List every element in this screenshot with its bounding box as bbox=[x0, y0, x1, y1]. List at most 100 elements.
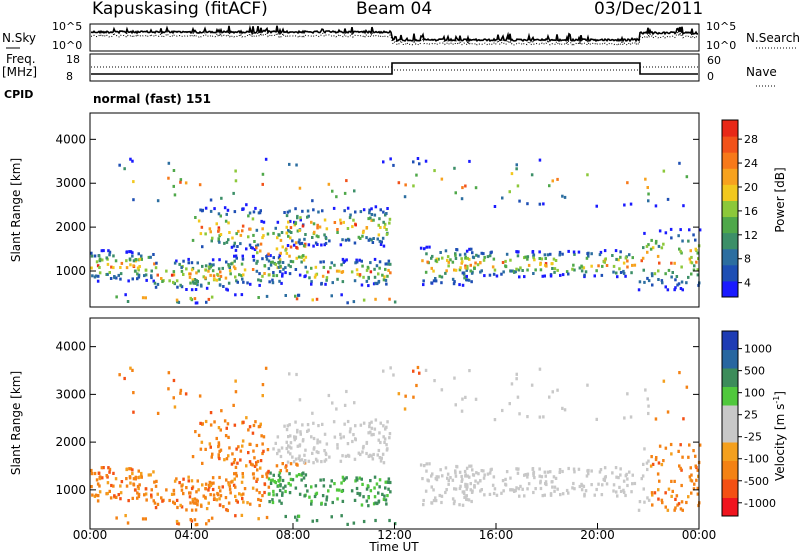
velocity-cell bbox=[532, 473, 535, 477]
power-cell bbox=[367, 276, 370, 280]
velocity-cell bbox=[173, 405, 177, 409]
power-cell bbox=[662, 242, 665, 246]
velocity-cell bbox=[190, 486, 194, 491]
power-cell bbox=[345, 179, 348, 183]
velocity-cell bbox=[335, 488, 339, 492]
velocity-cell bbox=[234, 514, 237, 518]
velocity-cell bbox=[640, 477, 643, 481]
velocity-cell bbox=[696, 486, 699, 490]
power-cell bbox=[267, 259, 271, 263]
power-cell bbox=[259, 279, 263, 283]
velocity-cell bbox=[593, 493, 596, 497]
power-cell bbox=[284, 266, 287, 270]
velocity-cell bbox=[110, 483, 113, 488]
power-cell bbox=[180, 285, 184, 289]
power-cell bbox=[464, 255, 467, 259]
power-cell bbox=[674, 286, 677, 290]
velocity-cell bbox=[279, 483, 282, 487]
power-cell bbox=[201, 208, 204, 212]
velocity-cell bbox=[670, 479, 673, 483]
velocity-cell bbox=[647, 404, 650, 408]
power-cell bbox=[353, 279, 357, 283]
power-cell bbox=[115, 295, 118, 299]
power-cell bbox=[515, 163, 518, 167]
power-cell bbox=[561, 273, 565, 277]
velocity-cell bbox=[388, 436, 391, 440]
colorbar-frame bbox=[721, 119, 739, 298]
velocity-cell bbox=[331, 401, 334, 405]
velocity-cell bbox=[422, 503, 425, 507]
velocity-cell bbox=[388, 518, 391, 523]
velocity-cell bbox=[365, 499, 369, 503]
power-cell bbox=[126, 300, 130, 303]
power-cell bbox=[638, 280, 642, 284]
power-cell bbox=[207, 265, 211, 269]
power-cell bbox=[690, 261, 694, 265]
velocity-cell bbox=[619, 467, 622, 471]
power-cell bbox=[422, 283, 425, 287]
power-cell bbox=[231, 236, 234, 240]
velocity-cell bbox=[298, 458, 302, 462]
power-cell bbox=[234, 169, 237, 173]
velocity-cell bbox=[140, 471, 143, 476]
power-cell bbox=[548, 184, 551, 188]
velocity-cell bbox=[298, 398, 302, 402]
power-cell bbox=[134, 258, 137, 261]
power-cell bbox=[354, 261, 357, 265]
velocity-cell bbox=[381, 492, 384, 496]
velocity-cell bbox=[382, 461, 386, 465]
power-cell bbox=[355, 268, 359, 272]
power-cell bbox=[230, 245, 234, 249]
power-cell bbox=[272, 256, 275, 260]
velocity-cell bbox=[270, 479, 273, 483]
power-cell bbox=[100, 249, 104, 253]
power-cell bbox=[473, 266, 476, 270]
power-cell bbox=[131, 277, 134, 281]
velocity-cell bbox=[318, 440, 322, 444]
power-cell bbox=[191, 238, 195, 242]
power-cell bbox=[558, 253, 561, 257]
power-cell bbox=[127, 279, 130, 283]
velocity-cell bbox=[276, 435, 280, 439]
power-cell bbox=[286, 244, 290, 247]
velocity-cell bbox=[321, 422, 324, 426]
power-cell bbox=[144, 296, 147, 300]
power-cell bbox=[298, 238, 301, 242]
power-cell bbox=[556, 177, 559, 181]
velocity-cell bbox=[349, 427, 352, 431]
velocity-cell bbox=[207, 483, 211, 488]
velocity-cell bbox=[196, 499, 199, 503]
velocity-cell bbox=[595, 487, 598, 492]
power-cell bbox=[248, 243, 252, 247]
velocity-cell bbox=[108, 470, 111, 474]
velocity-cell bbox=[275, 464, 279, 468]
cpid-label: CPID bbox=[4, 88, 33, 101]
velocity-cell bbox=[137, 469, 140, 473]
power-cell bbox=[211, 269, 215, 273]
velocity-cell bbox=[546, 470, 550, 474]
velocity-cell bbox=[626, 392, 629, 396]
velocity-cell bbox=[144, 487, 148, 491]
power-cell bbox=[269, 254, 272, 258]
power-cell bbox=[434, 279, 438, 283]
power-cell bbox=[325, 276, 329, 280]
velocity-cell bbox=[516, 471, 520, 475]
velocity-cell bbox=[379, 421, 382, 425]
power-cell bbox=[439, 251, 442, 254]
velocity-cell bbox=[215, 436, 218, 441]
power-cell bbox=[291, 260, 295, 264]
power-cell bbox=[618, 267, 621, 271]
power-cell bbox=[641, 256, 645, 260]
velocity-cell bbox=[344, 454, 348, 458]
power-cell bbox=[234, 254, 238, 258]
power-cell bbox=[430, 266, 433, 270]
velocity-cell bbox=[357, 451, 361, 455]
power-cell bbox=[220, 196, 223, 200]
power-cell bbox=[538, 257, 541, 260]
velocity-cell bbox=[177, 522, 181, 526]
power-cell bbox=[291, 239, 294, 243]
velocity-cell bbox=[444, 490, 447, 495]
power-cell bbox=[226, 208, 230, 212]
power-cell bbox=[120, 261, 124, 265]
colorbar-segment bbox=[722, 232, 738, 250]
